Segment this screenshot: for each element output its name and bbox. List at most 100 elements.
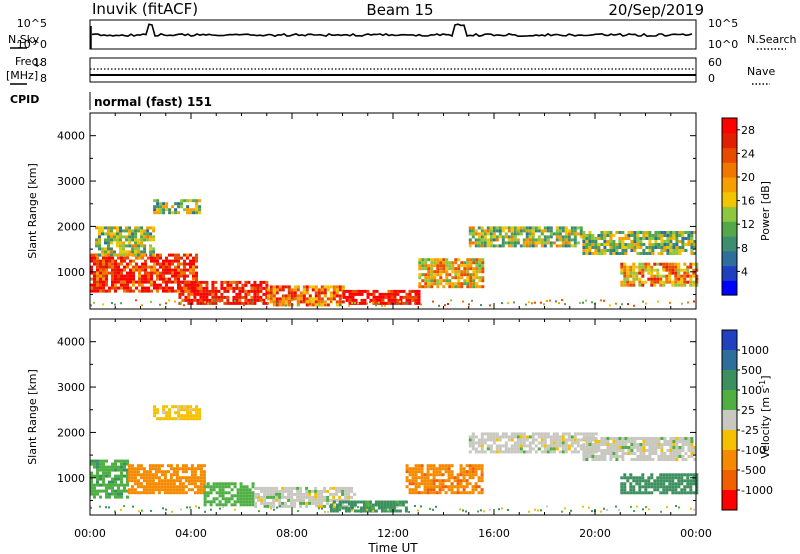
velocity-echo-cell xyxy=(522,432,526,436)
power-echo-cell xyxy=(174,280,177,284)
power-echo-cell xyxy=(192,199,196,203)
velocity-echo-cell xyxy=(549,450,553,454)
power-echo-cell xyxy=(489,238,493,242)
velocity-echo-cell xyxy=(239,482,243,486)
velocity-echo-cell xyxy=(206,491,210,495)
velocity-echo-cell xyxy=(621,455,625,458)
power-echo-cell xyxy=(390,289,394,293)
velocity-echo-cell xyxy=(221,485,225,489)
velocity-echo-cell xyxy=(130,491,134,495)
velocity-echo-cell xyxy=(411,467,415,471)
velocity-echo-cell xyxy=(145,470,149,474)
power-echo-cell xyxy=(111,262,114,266)
velocity-echo-cell xyxy=(432,485,436,489)
power-echo-cell xyxy=(247,298,251,302)
velocity-echo-cell xyxy=(209,488,213,492)
velocity-echo-cell xyxy=(620,488,624,492)
velocity-echo-cell xyxy=(163,482,167,486)
power-echo-cell xyxy=(308,285,312,289)
power-echo-cell xyxy=(665,277,669,281)
power-echo-cell xyxy=(436,273,440,277)
velocity-echo-cell xyxy=(597,458,601,461)
power-echo-cell xyxy=(256,286,260,290)
power-echo-cell xyxy=(668,265,672,269)
power-echo-cell xyxy=(303,299,305,302)
power-echo-cell xyxy=(522,229,526,233)
power-echo-cell xyxy=(348,289,352,293)
power-echo-cell xyxy=(687,237,691,240)
power-echo-cell xyxy=(174,277,177,281)
power-echo-cell xyxy=(229,286,233,290)
velocity-echo-cell xyxy=(534,508,536,511)
velocity-echo-cell xyxy=(656,476,660,480)
velocity-echo-cell xyxy=(675,452,679,455)
power-echo-cell xyxy=(633,246,637,249)
velocity-echo-cell xyxy=(660,443,664,446)
velocity-echo-cell xyxy=(653,479,657,483)
power-echo-cell xyxy=(186,211,190,215)
power-echo-cell xyxy=(165,208,169,212)
velocity-echo-cell xyxy=(672,458,676,461)
power-echo-cell xyxy=(660,240,664,243)
power-echo-cell xyxy=(647,262,651,266)
power-echo-cell xyxy=(433,279,437,283)
velocity-echo-cell xyxy=(618,455,622,458)
power-echo-cell xyxy=(489,244,493,248)
velocity-echo-cell xyxy=(202,464,206,468)
power-echo-cell xyxy=(195,205,199,209)
power-echo-cell xyxy=(120,277,123,281)
velocity-echo-cell xyxy=(489,450,493,454)
power-echo-cell xyxy=(680,268,684,272)
velocity-echo-cell xyxy=(588,432,592,436)
power-echo-cell xyxy=(147,271,150,275)
power-echo-cell xyxy=(220,286,224,290)
velocity-echo-cell xyxy=(465,473,469,477)
power-echo-cell xyxy=(525,226,529,230)
power-echo-cell xyxy=(448,282,452,286)
velocity-echo-cell xyxy=(462,485,466,489)
power-echo-cell xyxy=(104,247,107,251)
velocity-echo-cell xyxy=(480,473,484,477)
velocity-echo-cell xyxy=(99,468,102,472)
power-echo-cell xyxy=(144,259,147,263)
velocity-echo-cell xyxy=(408,467,412,471)
velocity-echo-cell xyxy=(275,486,279,490)
power-echo-cell xyxy=(543,241,547,245)
velocity-echo-cell xyxy=(335,489,339,493)
power-echo-cell xyxy=(451,267,455,271)
power-echo-cell xyxy=(528,241,532,245)
velocity-echo-cell xyxy=(245,497,249,501)
power-echo-cell xyxy=(293,288,297,292)
power-echo-cell xyxy=(534,226,538,230)
power-echo-cell xyxy=(113,232,116,236)
power-echo-cell xyxy=(399,295,403,299)
velocity-echo-cell xyxy=(302,501,306,505)
power-echo-cell xyxy=(223,289,227,293)
power-echo-cell xyxy=(329,291,333,295)
power-echo-cell xyxy=(439,279,443,283)
velocity-echo-cell xyxy=(263,498,267,502)
power-echo-cell xyxy=(430,282,434,286)
power-echo-cell xyxy=(483,244,487,248)
velocity-echo-cell xyxy=(414,467,418,471)
velocity-echo-cell xyxy=(438,470,442,474)
power-echo-cell xyxy=(609,237,613,240)
velocity-echo-cell xyxy=(665,473,669,477)
power-echo-cell xyxy=(692,283,696,287)
velocity-echo-cell xyxy=(162,417,166,421)
power-echo-cell xyxy=(156,277,159,281)
power-echo-cell xyxy=(471,299,473,302)
velocity-echo-cell xyxy=(368,503,372,507)
power-echo-cell xyxy=(662,274,666,278)
power-echo-cell xyxy=(116,241,119,245)
velocity-echo-cell xyxy=(136,464,140,468)
velocity-echo-cell xyxy=(585,435,589,439)
power-echo-cell xyxy=(243,304,245,307)
velocity-echo-cell xyxy=(165,417,169,421)
power-echo-cell xyxy=(90,304,92,307)
velocity-echo-cell xyxy=(408,479,412,483)
power-echo-cell xyxy=(466,282,470,286)
velocity-echo-cell xyxy=(537,432,541,436)
power-echo-cell xyxy=(683,274,687,278)
power-echo-cell xyxy=(624,252,628,255)
